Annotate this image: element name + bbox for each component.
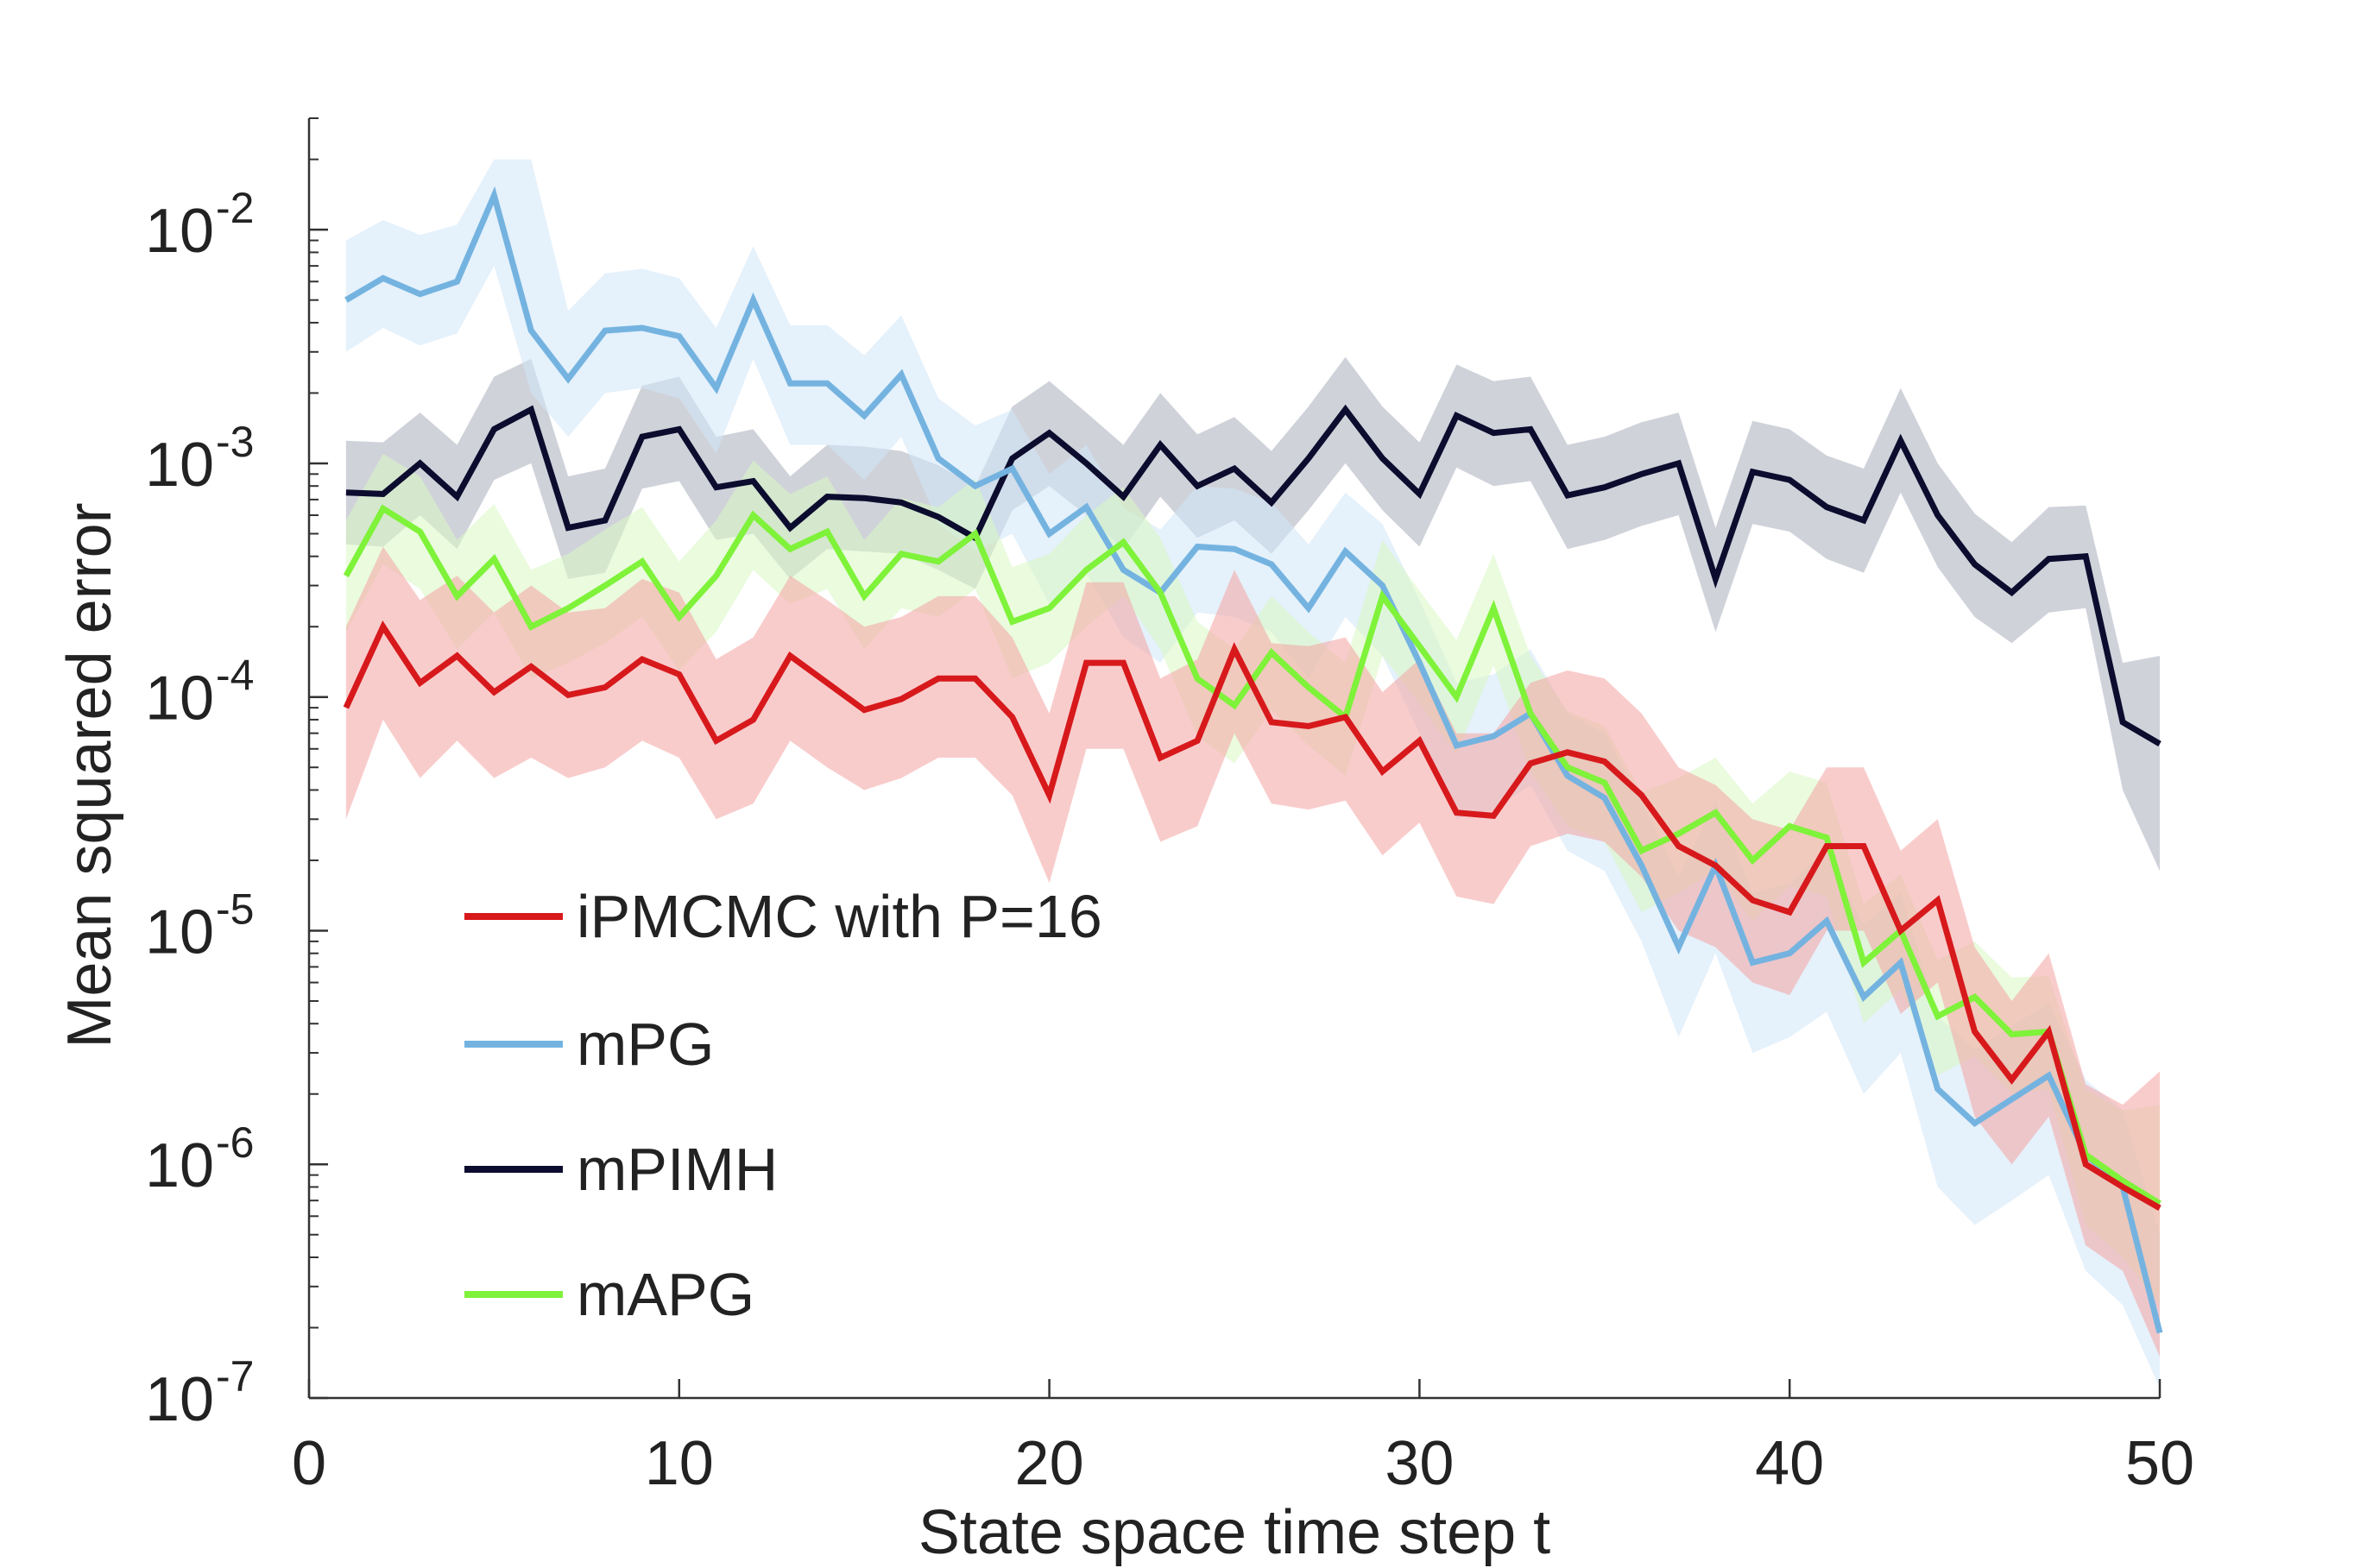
y-tick-exponent: -3 (216, 418, 254, 466)
line-mapg (343, 504, 2162, 1206)
y-tick-base: 10 (145, 1131, 214, 1200)
y-tick-label: 10 -4 (145, 652, 254, 734)
line-mpg (344, 186, 2163, 1334)
y-tick-exponent: -7 (216, 1352, 254, 1401)
y-axis-title: Mean squared error (55, 502, 124, 1048)
y-tick-exponent: -4 (216, 652, 254, 700)
x-tick-label: 30 (1385, 1429, 1454, 1498)
y-tick-label: 10 -2 (145, 184, 254, 266)
line-mpimh (345, 404, 2162, 747)
y-tick-base: 10 (145, 431, 214, 500)
y-tick-exponent: -2 (216, 184, 254, 232)
y-tick-label: 10 -7 (145, 1352, 254, 1434)
y-tick-label: 10 -3 (145, 418, 254, 500)
legend: iPMCMC with P=16 mPG mPIMH mAPG (464, 883, 1102, 1328)
x-axis-title: State space time step t (918, 1498, 1550, 1567)
y-tick-base: 10 (145, 1365, 214, 1434)
band-ipmcmc-with-p-16 (345, 546, 2161, 1357)
x-tick-label: 10 (645, 1429, 714, 1498)
x-tick-label: 20 (1015, 1429, 1084, 1498)
legend-label: iPMCMC with P=16 (577, 883, 1102, 950)
y-tick-base: 10 (145, 664, 214, 734)
y-tick-exponent: -5 (216, 885, 254, 933)
y-tick-exponent: -6 (216, 1118, 254, 1167)
legend-label: mPIMH (577, 1136, 778, 1203)
legend-item-mapg: mAPG (464, 1261, 754, 1328)
band-mpimh (345, 356, 2161, 872)
line-ipmcmc-with-p-16 (343, 620, 2162, 1211)
band-mpg (345, 159, 2161, 1389)
x-tick-label: 0 (292, 1429, 326, 1498)
uncertainty-bands (345, 159, 2161, 1389)
axes (307, 118, 2160, 1400)
series-lines (343, 186, 2163, 1334)
legend-label: mPG (577, 1011, 714, 1078)
x-tick-label: 40 (1755, 1429, 1824, 1498)
legend-item-mpimh: mPIMH (464, 1136, 778, 1203)
y-tick-base: 10 (145, 197, 214, 266)
y-tick-label: 10 -6 (145, 1118, 254, 1200)
legend-item-ipmcmc-with-p-16: iPMCMC with P=16 (464, 883, 1102, 950)
legend-label: mAPG (577, 1261, 754, 1328)
y-tick-base: 10 (145, 897, 214, 967)
legend-item-mpg: mPG (464, 1011, 714, 1078)
x-tick-label: 50 (2125, 1429, 2194, 1498)
y-tick-label: 10 -5 (145, 885, 254, 967)
